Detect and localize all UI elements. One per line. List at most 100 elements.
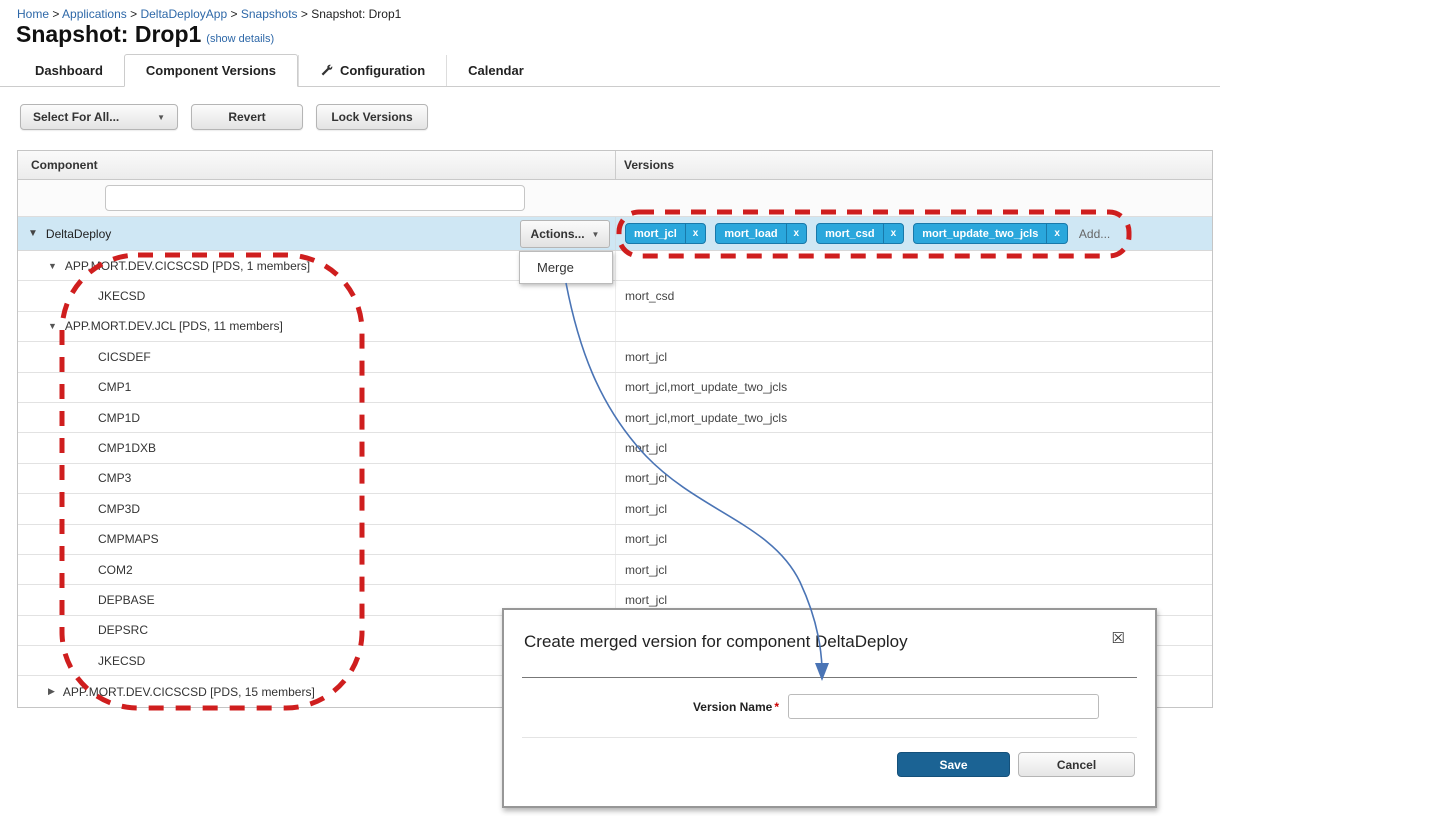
filter-row (18, 180, 1212, 217)
versions-cell: mort_jcl (615, 554, 1212, 585)
show-details-link[interactable]: (show details) (206, 33, 275, 45)
version-tag[interactable]: mort_csd x (816, 223, 905, 244)
save-button[interactable]: Save (897, 752, 1010, 777)
breadcrumb-link[interactable]: Snapshots (240, 7, 298, 21)
column-header-versions: Versions (615, 151, 1212, 179)
cancel-button[interactable]: Cancel (1018, 752, 1135, 777)
create-merged-version-dialog: Create merged version for component Delt… (502, 608, 1157, 808)
breadcrumb-separator: > (297, 7, 312, 21)
remove-tag-icon[interactable]: x (1046, 224, 1067, 243)
actions-button[interactable]: Actions... ▼ (520, 220, 610, 248)
lock-versions-button[interactable]: Lock Versions (316, 104, 428, 130)
page-title: Snapshot: Drop1 (show details) (16, 21, 274, 48)
versions-cell: mort_jcl (615, 463, 1212, 494)
dialog-title: Create merged version for component Delt… (524, 632, 908, 651)
breadcrumb-link[interactable]: Home (17, 7, 50, 21)
root-component-row[interactable]: ▼ DeltaDeploy Actions... ▼ mort_jcl x mort… (18, 217, 1212, 251)
remove-tag-icon[interactable]: x (684, 224, 706, 243)
revert-button[interactable]: Revert (191, 104, 303, 130)
root-versions-cell: mort_jcl x mort_load x mort_csd x mort_update_… (615, 217, 1212, 250)
version-tag[interactable]: mort_update_two_jcls x (913, 223, 1068, 244)
caret-right-icon[interactable]: ▶ (48, 686, 55, 697)
version-name-input[interactable] (788, 694, 1099, 719)
component-label: APP.MORT.DEV.JCL [PDS, 11 members] (64, 319, 283, 334)
select-for-all-button[interactable]: Select For All... ▼ (20, 104, 178, 130)
table-row[interactable]: CMP3 mort_jcl (18, 463, 1212, 495)
version-tag-label: mort_load (724, 227, 778, 240)
remove-tag-icon[interactable]: x (882, 224, 904, 243)
tab-label: Calendar (468, 63, 524, 78)
caret-down-icon[interactable]: ▼ (48, 260, 57, 271)
table-row[interactable]: JKECSD mort_csd (18, 281, 1212, 312)
version-tag[interactable]: mort_load x (715, 223, 808, 244)
table-row[interactable]: ▼ APP.MORT.DEV.JCL [PDS, 11 members] (18, 311, 1212, 343)
caret-down-icon[interactable]: ▼ (48, 321, 57, 332)
tab-dashboard[interactable]: Dashboard (14, 55, 124, 86)
wrench-icon (321, 64, 333, 76)
breadcrumb-link[interactable]: Applications (62, 7, 127, 21)
versions-cell (615, 311, 1212, 342)
table-row[interactable]: CMP1DXB mort_jcl (18, 433, 1212, 464)
breadcrumb-link[interactable]: DeltaDeployApp (140, 7, 228, 21)
root-component-label: DeltaDeploy (45, 226, 112, 241)
table-row[interactable]: CMP1D mort_jcl,mort_update_two_jcls (18, 402, 1212, 434)
breadcrumb: Home > Applications > DeltaDeployApp > S… (17, 7, 401, 21)
component-label: APP.MORT.DEV.CICSCSD [PDS, 15 members] (62, 684, 315, 699)
caret-down-icon: ▼ (591, 229, 600, 239)
root-component-cell: ▼ DeltaDeploy Actions... ▼ (18, 217, 615, 250)
versions-cell: mort_jcl,mort_update_two_jcls (615, 402, 1212, 433)
breadcrumb-current: Snapshot: Drop1 (311, 7, 402, 21)
breadcrumb-separator: > (227, 7, 241, 21)
component-label: CMP1 (98, 380, 132, 395)
component-cell: COM2 (18, 555, 615, 584)
component-label: CMP1DXB (98, 441, 157, 456)
versions-cell: mort_jcl (615, 524, 1212, 554)
tab-label: Configuration (339, 63, 426, 78)
caret-down-icon[interactable]: ▼ (28, 228, 38, 239)
component-label: DEPSRC (98, 623, 149, 638)
breadcrumb-separator: > (126, 7, 141, 21)
component-cell: ▼ APP.MORT.DEV.JCL [PDS, 11 members] (18, 312, 615, 341)
component-label: JKECSD (98, 289, 146, 304)
tab-configuration[interactable]: Configuration (297, 55, 446, 86)
component-label: JKECSD (98, 653, 146, 668)
component-label: APP.MORT.DEV.CICSCSD [PDS, 1 members] (64, 258, 311, 273)
tab-label: Component Versions (145, 63, 276, 78)
component-cell: CMP1 (18, 373, 615, 402)
version-tags: mort_jcl x mort_load x mort_csd x mort_update_… (625, 223, 1068, 244)
table-row[interactable]: CMP3D mort_jcl (18, 494, 1212, 525)
remove-tag-icon[interactable]: x (785, 224, 807, 243)
tab-calendar[interactable]: Calendar (446, 55, 545, 86)
dialog-divider-bottom (522, 737, 1137, 738)
table-row[interactable]: CMPMAPS mort_jcl (18, 524, 1212, 555)
version-tag-label: mort_csd (825, 227, 875, 240)
component-filter-input[interactable] (105, 185, 525, 211)
close-icon[interactable]: ☒ (1111, 630, 1125, 647)
table-row[interactable]: CMP1 mort_jcl,mort_update_two_jcls (18, 372, 1212, 403)
versions-cell: mort_jcl,mort_update_two_jcls (615, 372, 1212, 402)
component-label: DEPBASE (98, 592, 155, 607)
caret-down-icon: ▼ (157, 112, 165, 122)
menu-item-merge[interactable]: Merge (537, 260, 574, 275)
table-header: Component Versions (18, 151, 1212, 180)
toolbar: Select For All... ▼ Revert Lock Versions (20, 104, 428, 130)
versions-cell: mort_jcl (615, 494, 1212, 524)
table-row[interactable]: COM2 mort_jcl (18, 554, 1212, 586)
component-cell: CMP3 (18, 464, 615, 493)
component-cell: CMP1D (18, 403, 615, 432)
column-header-component: Component (31, 158, 98, 172)
component-cell: CMPMAPS (18, 525, 615, 554)
tab-component-versions[interactable]: Component Versions (123, 54, 298, 87)
add-version-link[interactable]: Add... (1078, 226, 1111, 241)
table-row[interactable]: CICSDEF mort_jcl (18, 342, 1212, 373)
version-tag-label: mort_update_two_jcls (922, 227, 1039, 240)
table-row[interactable]: ▼ APP.MORT.DEV.CICSCSD [PDS, 1 members] (18, 251, 1212, 282)
component-cell: CMP3D (18, 494, 615, 523)
component-label: CMP3 (98, 471, 132, 486)
version-tag[interactable]: mort_jcl x (625, 223, 707, 244)
tab-bar: Dashboard Component Versions Configuration… (0, 54, 1220, 87)
actions-button-label: Actions... (530, 227, 585, 241)
actions-menu: Merge (519, 251, 613, 284)
required-marker: * (774, 700, 779, 714)
component-label: COM2 (98, 562, 133, 577)
